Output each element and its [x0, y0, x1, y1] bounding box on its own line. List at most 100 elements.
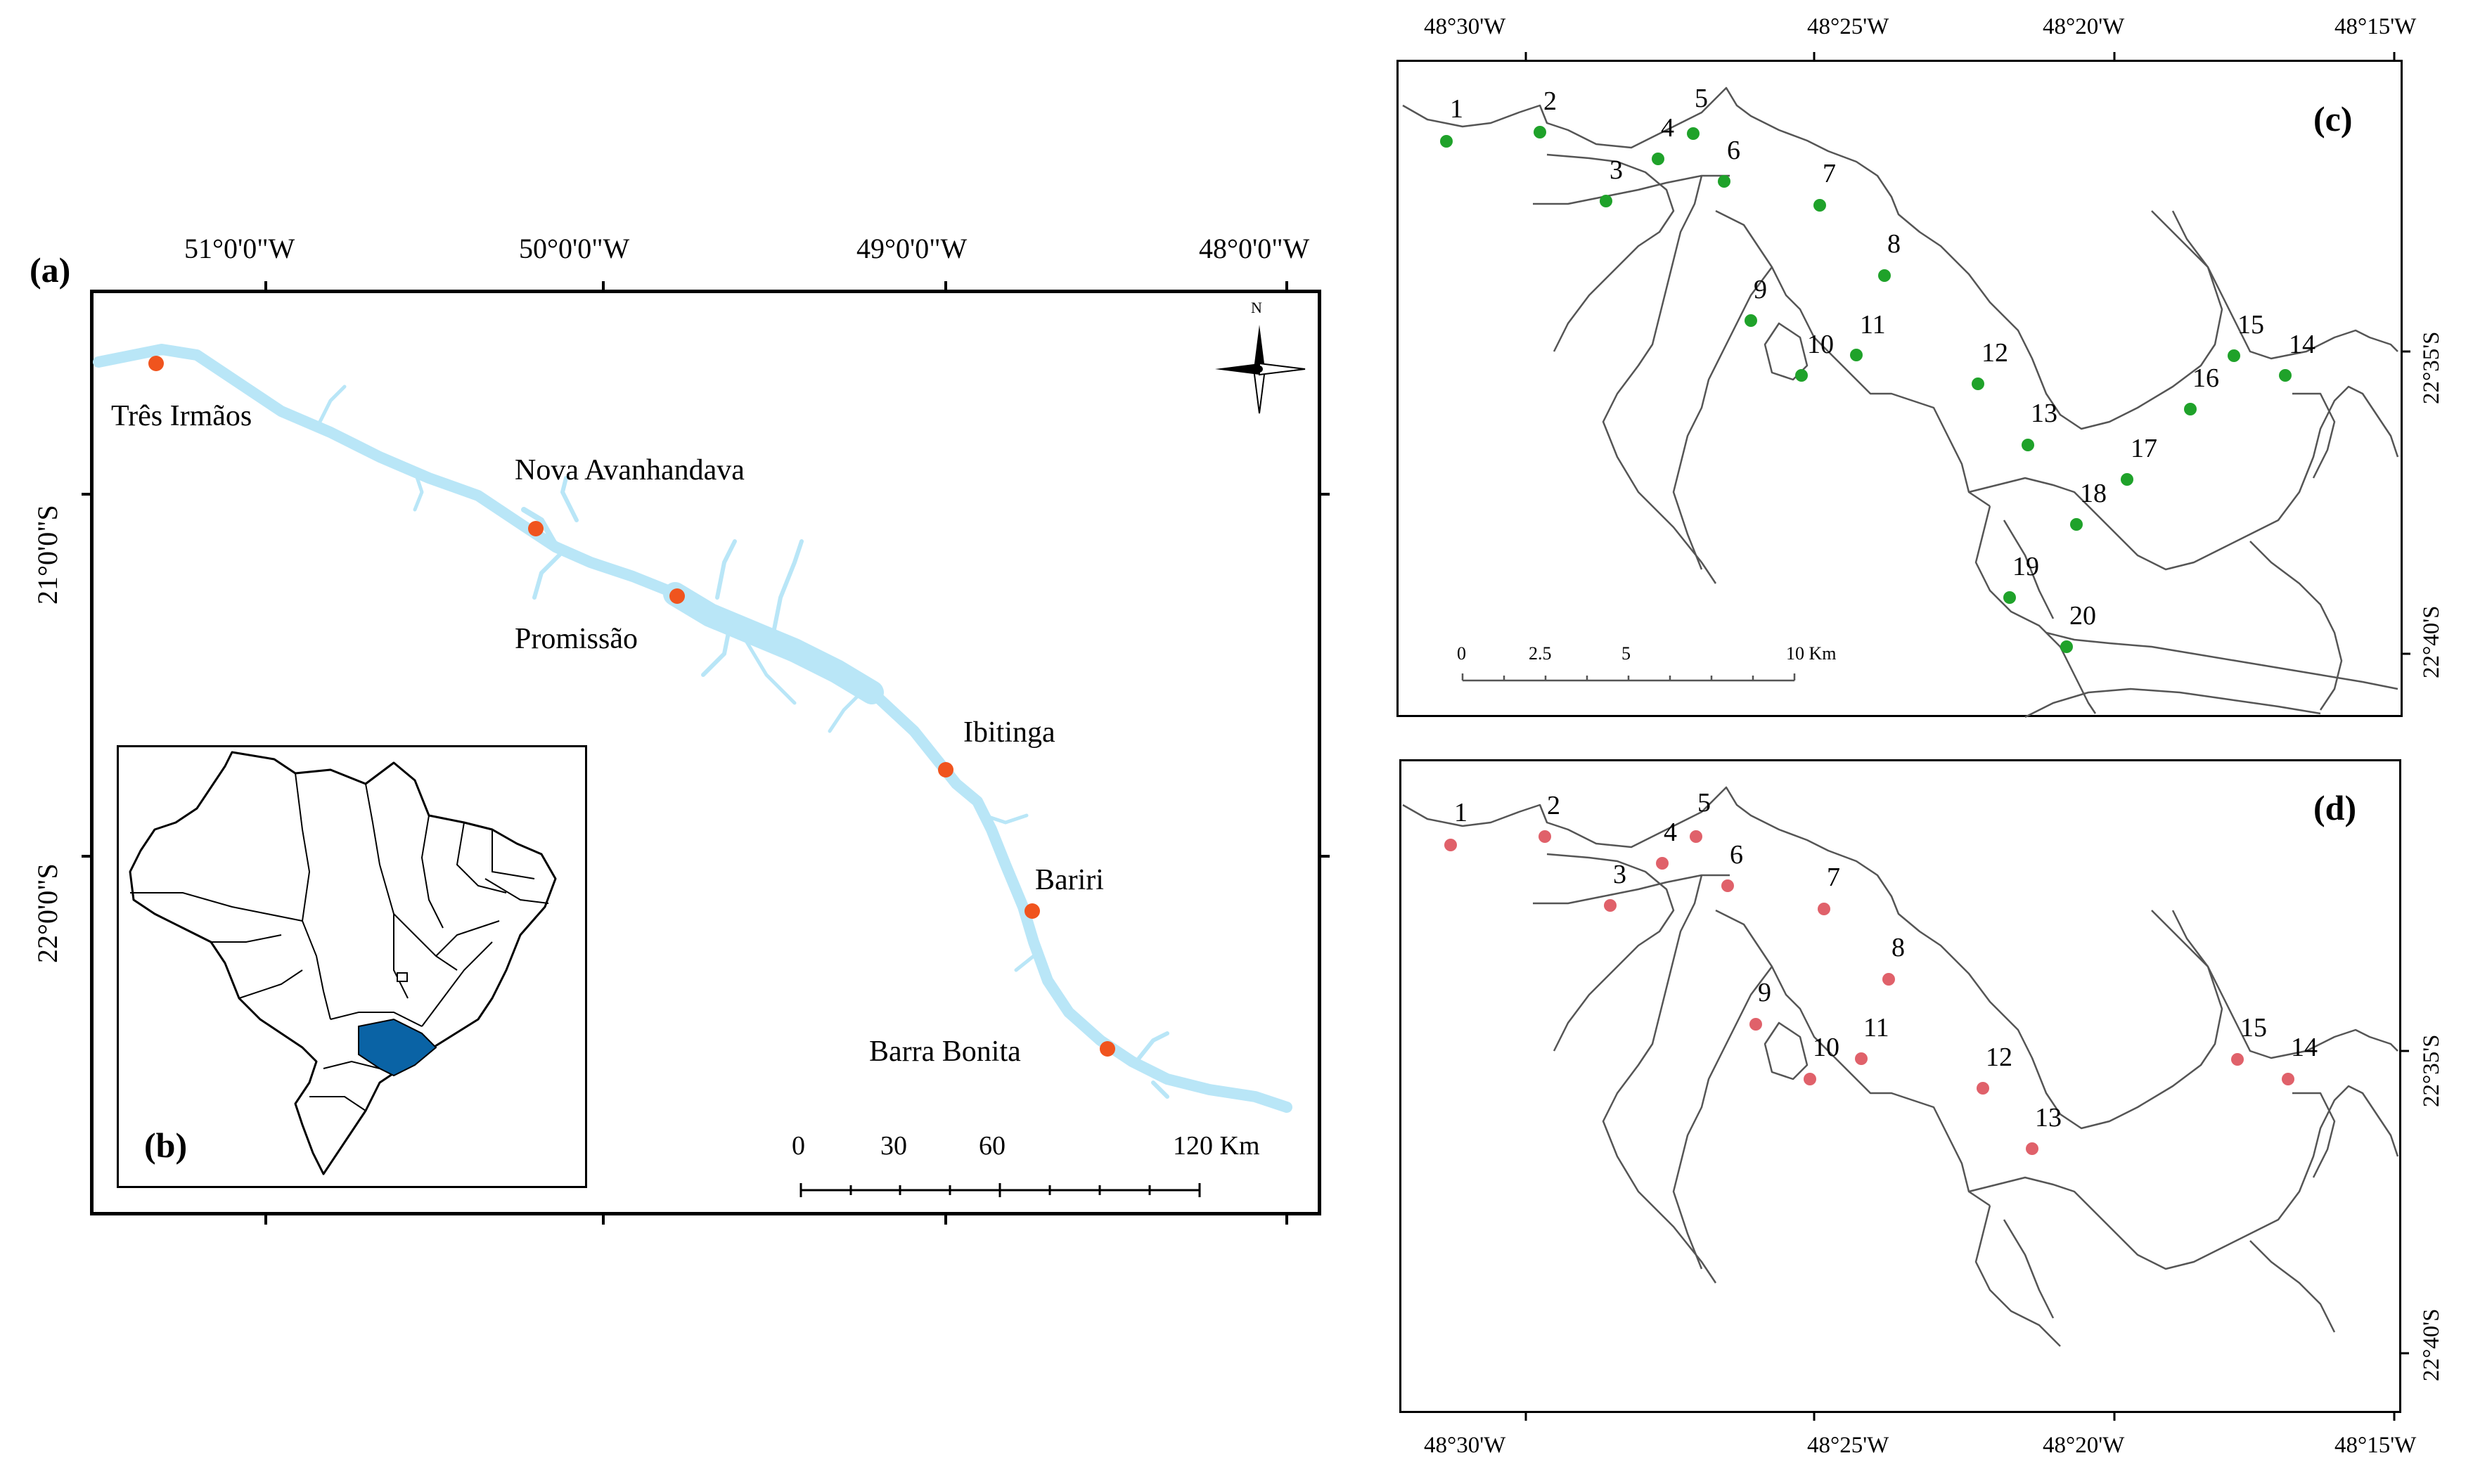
panel-d-point-5 [1690, 830, 1702, 843]
panel-d-point-13 [2026, 1142, 2038, 1155]
panel-d-point-12 [1977, 1082, 1989, 1095]
panel-d-site-label-2: 2 [1547, 791, 1560, 820]
panel-d-point-9 [1749, 1018, 1762, 1031]
panel-d-site-label-5: 5 [1697, 788, 1711, 818]
panel-a-scale-label-30: 30 [880, 1131, 907, 1161]
panel-c-frame-ticks [1524, 52, 2410, 655]
panel-c-point-4 [1652, 153, 1664, 165]
panel-c-point-16 [2184, 403, 2197, 415]
panel-d-point-2 [1539, 830, 1551, 843]
panel-a-scale-label-60: 60 [979, 1131, 1006, 1161]
panel-c-site-label-4: 4 [1661, 113, 1674, 143]
reservoir-label-bariri: Bariri [1035, 864, 1104, 896]
panel-c-point-15 [2228, 349, 2240, 362]
panel-c-site-label-5: 5 [1695, 84, 1708, 113]
panel-c-site-label-14: 14 [2289, 330, 2315, 359]
panel-c-site-label-6: 6 [1727, 136, 1740, 165]
panel-d-point-14 [2282, 1073, 2294, 1085]
panel-d-site-label-14: 14 [2291, 1033, 2318, 1062]
panel-b-label: (b) [144, 1125, 188, 1165]
panel-c-site-label-1: 1 [1450, 94, 1463, 124]
dam-point-tres-irmaos [148, 356, 164, 371]
panel-d-site-label-9: 9 [1758, 978, 1771, 1007]
panel-a-lon-tick-2: 50°0'0"W [519, 233, 630, 264]
panel-c-point-18 [2070, 518, 2083, 531]
panel-c-lon-tick-1: 48°30'W [1424, 14, 1506, 39]
panel-d-label: (d) [2313, 788, 2357, 827]
panel-c-site-label-8: 8 [1887, 229, 1901, 259]
panel-c-site-label-7: 7 [1823, 159, 1836, 188]
panel-d-point-3 [1604, 899, 1617, 912]
panel-c-point-5 [1687, 127, 1700, 140]
panel-c-site-label-17: 17 [2131, 434, 2157, 463]
panel-d-point-1 [1444, 839, 1457, 851]
panel-d-site-label-8: 8 [1891, 933, 1905, 962]
panel-a-lon-tick-4: 48°0'0"W [1199, 233, 1310, 264]
brazil-map [129, 751, 557, 1175]
panel-c-site-label-20: 20 [2069, 601, 2096, 631]
panel-d-point-15 [2231, 1053, 2244, 1066]
panel-c-point-19 [2003, 591, 2016, 604]
panel-c-map-frame [1396, 60, 2403, 717]
panel-d-site-label-10: 10 [1813, 1033, 1839, 1062]
panel-c-point-2 [1534, 126, 1546, 138]
federal-district-box [397, 972, 408, 982]
panel-d-point-10 [1804, 1073, 1816, 1085]
panel-a-frame-ticks [82, 281, 1330, 1225]
sao-paulo-state-highlight [358, 1018, 437, 1077]
panel-c-scale-label-10: 10 Km [1786, 643, 1837, 664]
reservoir-label-promissao: Promissão [515, 623, 638, 655]
north-arrow-icon [1215, 325, 1306, 414]
dam-point-bariri [1024, 903, 1040, 919]
panel-c-point-8 [1878, 269, 1891, 282]
panel-d-point-8 [1882, 973, 1895, 986]
panel-c-scale-bar [1461, 673, 1796, 682]
panel-c-lon-tick-3: 48°20'W [2043, 14, 2125, 39]
panel-c-site-label-19: 19 [2012, 552, 2039, 581]
panel-c-lon-tick-4: 48°15'W [2334, 14, 2417, 39]
panel-d-site-label-6: 6 [1730, 840, 1743, 870]
panel-d-lon-tick-3: 48°20'W [2043, 1433, 2125, 1458]
panel-d-site-label-13: 13 [2035, 1103, 2062, 1133]
panel-c-site-label-18: 18 [2080, 479, 2107, 508]
panel-c-site-label-11: 11 [1860, 310, 1886, 340]
reservoir-label-nova-avanhandava: Nova Avanhandava [515, 454, 745, 486]
river-tiete [93, 344, 1292, 1113]
panel-a-lon-tick-3: 49°0'0"W [856, 233, 968, 264]
dam-points [148, 356, 1115, 1057]
panel-d-site-label-4: 4 [1664, 818, 1677, 847]
reservoir-label-tres-irmaos: Três Irmãos [111, 400, 252, 432]
panel-d-site-label-7: 7 [1827, 863, 1840, 892]
panel-c-site-label-15: 15 [2237, 310, 2264, 340]
panel-c-scale-label-2-5: 2.5 [1529, 643, 1552, 664]
panel-c-shoreline [1402, 86, 2399, 718]
panel-c-site-label-12: 12 [1981, 338, 2008, 368]
panel-c-scale-label-5: 5 [1621, 643, 1631, 664]
panel-c-sampling-points [1440, 126, 2292, 653]
panel-d-lon-tick-2: 48°25'W [1807, 1433, 1889, 1458]
panel-d-site-label-15: 15 [2240, 1013, 2267, 1043]
panel-a-lon-tick-1: 51°0'0"W [184, 233, 295, 264]
panel-d-lon-tick-1: 48°30'W [1424, 1433, 1506, 1458]
panel-d-point-7 [1818, 903, 1830, 915]
panel-c-point-11 [1850, 349, 1863, 361]
panel-d-site-label-3: 3 [1613, 860, 1626, 889]
panel-c-label: (c) [2313, 99, 2353, 138]
panel-c-lon-tick-2: 48°25'W [1807, 14, 1889, 39]
panel-c-site-label-16: 16 [2192, 363, 2219, 393]
panel-d-shoreline [1402, 786, 2399, 1347]
panel-c-site-label-2: 2 [1543, 86, 1557, 116]
panel-d-site-label-11: 11 [1863, 1013, 1889, 1043]
panel-c-site-label-10: 10 [1807, 330, 1834, 359]
panel-c-scale-label-0: 0 [1457, 643, 1466, 664]
panel-d-sampling-points [1444, 830, 2294, 1155]
panel-c-point-13 [2022, 439, 2034, 451]
panel-d-lon-tick-4: 48°15'W [2334, 1433, 2417, 1458]
panel-c-point-10 [1795, 369, 1808, 382]
panel-c-point-20 [2060, 640, 2073, 653]
panel-c-point-7 [1813, 199, 1826, 212]
panel-d-site-label-12: 12 [1986, 1043, 2012, 1072]
reservoir-label-barra-bonita: Barra Bonita [869, 1035, 1021, 1068]
panel-d-map-frame [1399, 759, 2401, 1413]
